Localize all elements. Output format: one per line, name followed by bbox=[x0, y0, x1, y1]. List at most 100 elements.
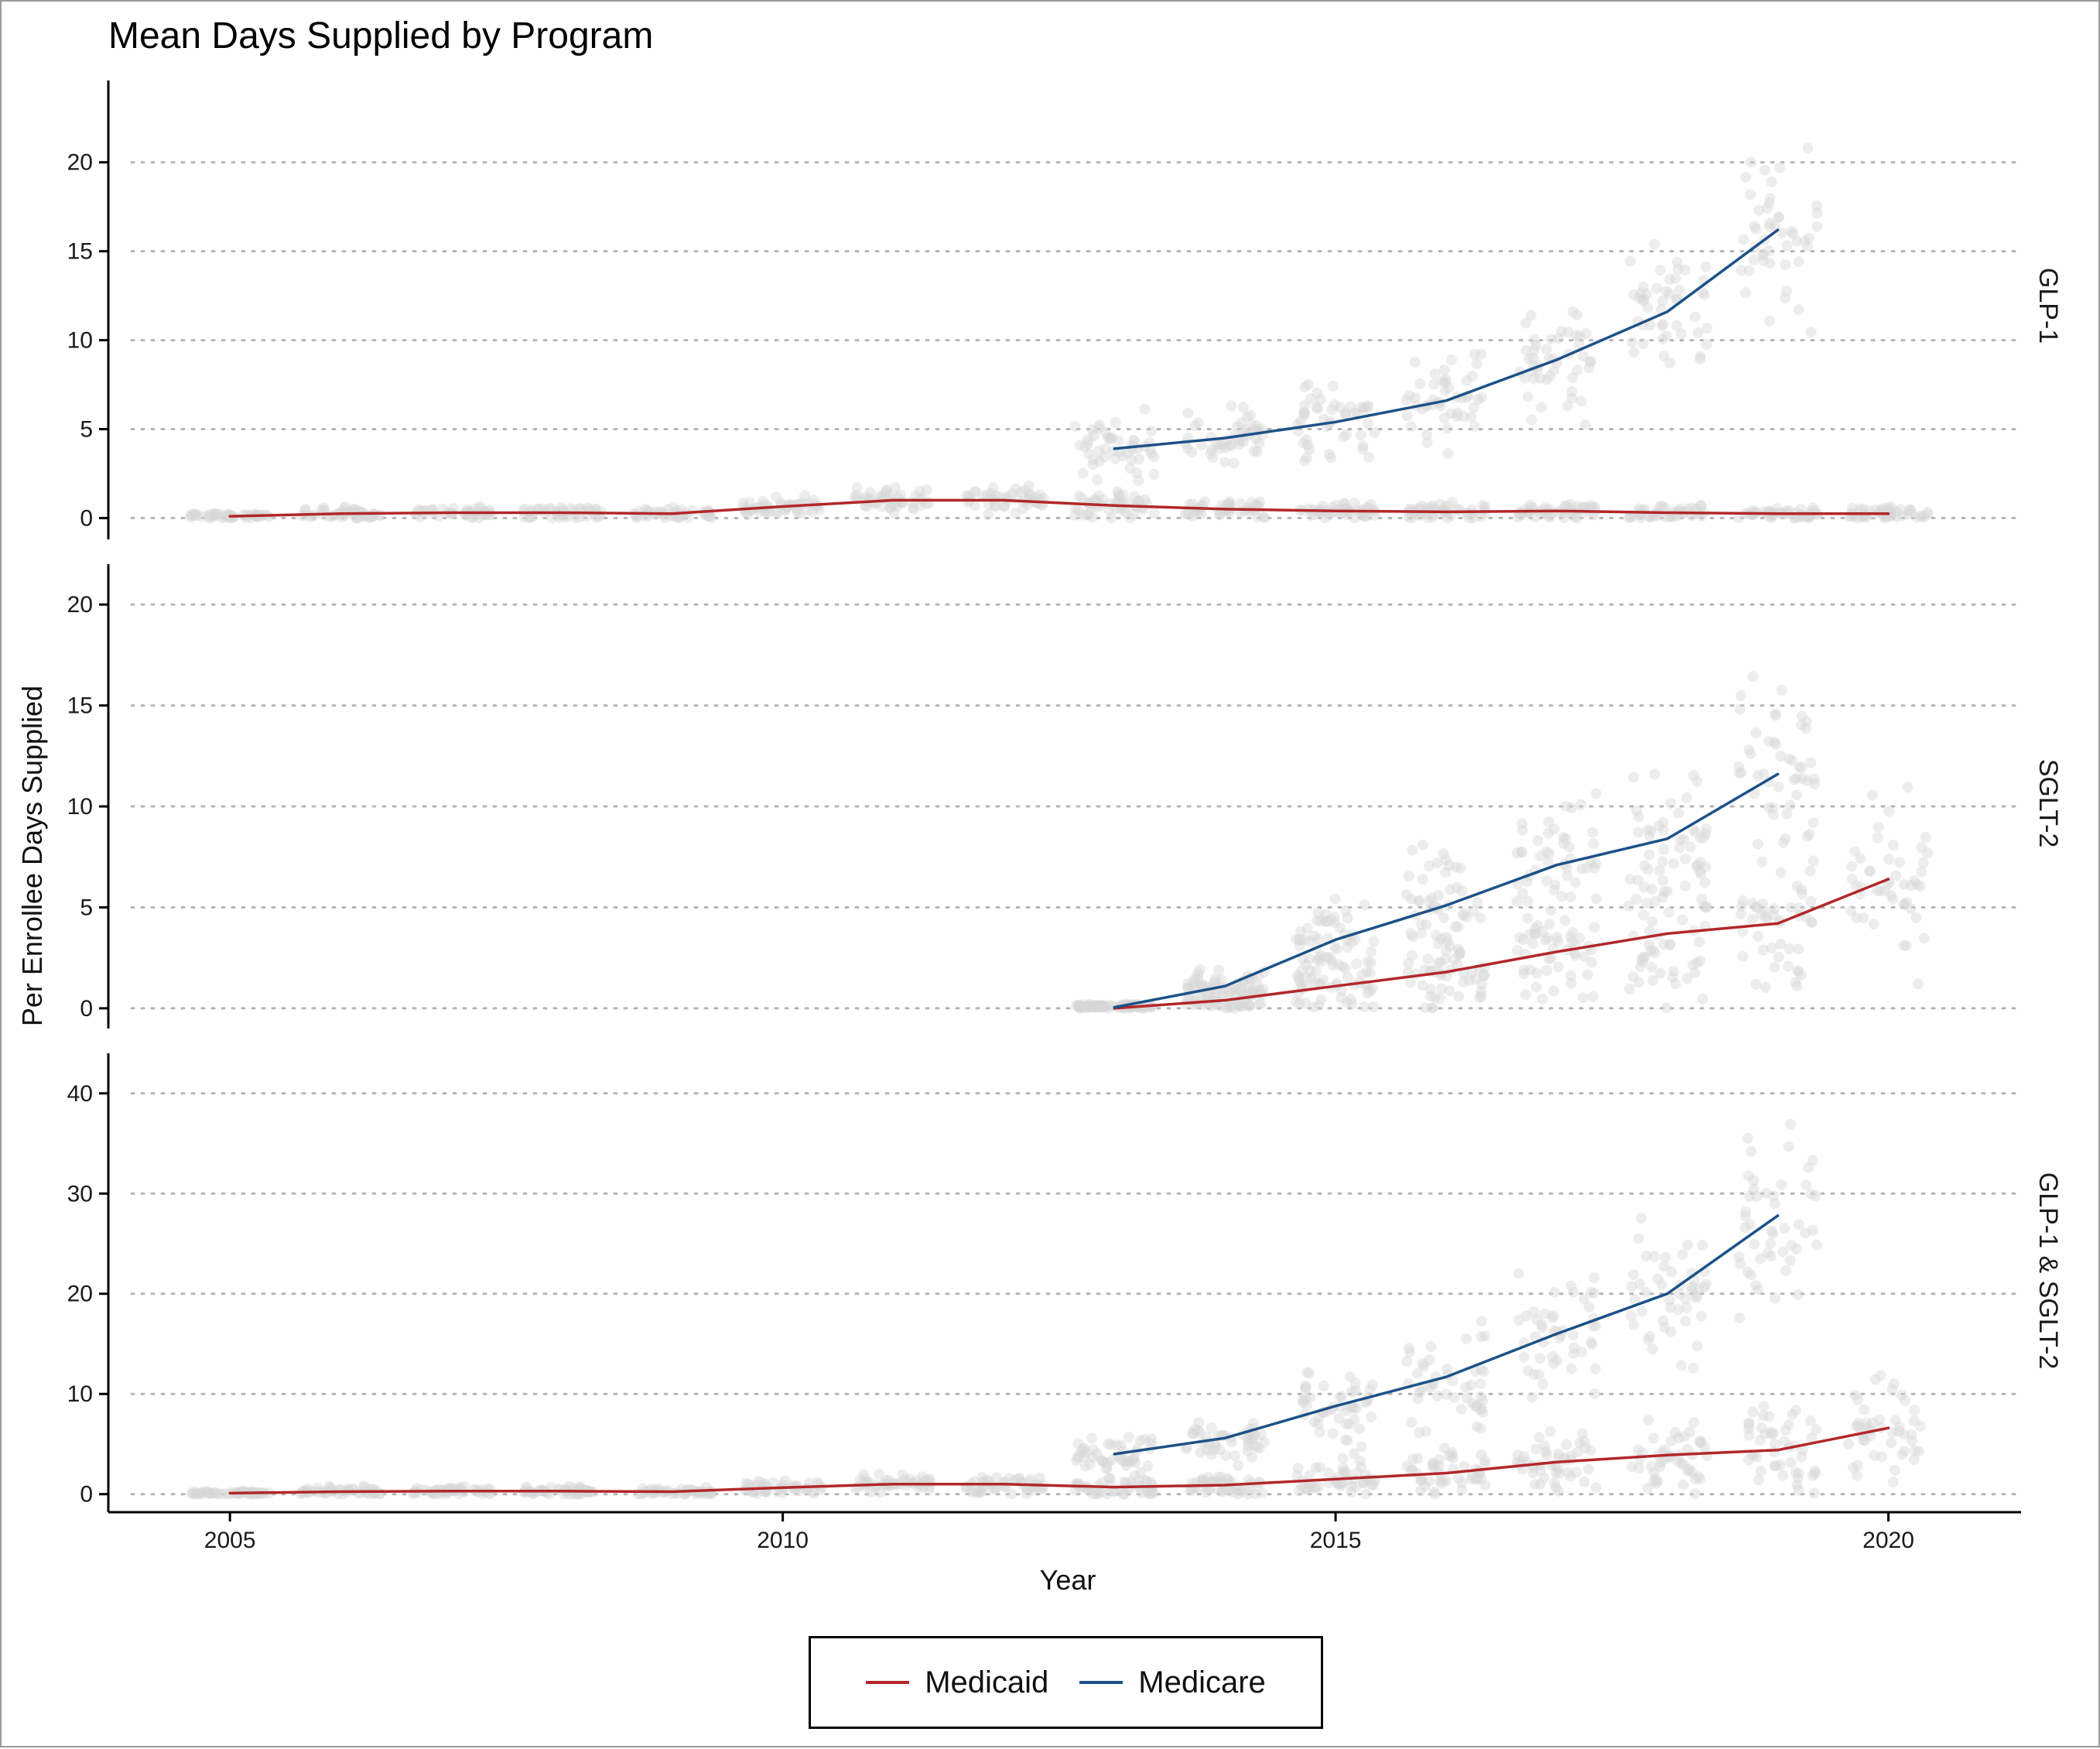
scatter-point bbox=[1411, 1367, 1423, 1379]
scatter-point bbox=[1635, 512, 1647, 524]
scatter-point bbox=[474, 501, 486, 512]
scatter-point bbox=[1561, 861, 1572, 873]
scatter-point bbox=[1087, 1444, 1099, 1456]
scatter-point bbox=[1763, 245, 1775, 257]
scatter-point bbox=[1701, 902, 1712, 913]
scatter-point bbox=[1880, 512, 1892, 524]
scatter-point bbox=[1657, 892, 1668, 903]
scatter-point bbox=[990, 1484, 1001, 1495]
scatter-point bbox=[1093, 422, 1104, 433]
scatter-point bbox=[1471, 358, 1483, 369]
scatter-point bbox=[1763, 735, 1774, 747]
scatter-point bbox=[1147, 1487, 1159, 1499]
scatter-point bbox=[1519, 372, 1531, 384]
scatter-point bbox=[1452, 921, 1464, 933]
scatter-point bbox=[299, 503, 311, 515]
scatter-point bbox=[1025, 1473, 1037, 1485]
scatter-point bbox=[1638, 293, 1650, 305]
scatter-point bbox=[192, 1487, 204, 1499]
scatter-point bbox=[1633, 811, 1644, 823]
scatter-point bbox=[1359, 402, 1370, 413]
scatter-point bbox=[1907, 1435, 1918, 1446]
scatter-point bbox=[1310, 966, 1322, 977]
scatter-point bbox=[1751, 1451, 1763, 1463]
scatter-point bbox=[1086, 424, 1098, 436]
scatter-point bbox=[1853, 1421, 1865, 1432]
scatter-point bbox=[1668, 857, 1680, 869]
scatter-point bbox=[1678, 833, 1690, 845]
scatter-point bbox=[1640, 951, 1651, 963]
scatter-point bbox=[686, 505, 698, 516]
scatter-point bbox=[860, 491, 871, 503]
scatter-point bbox=[1206, 1422, 1217, 1434]
scatter-point bbox=[1524, 928, 1536, 940]
scatter-point bbox=[1310, 1462, 1322, 1473]
scatter-point bbox=[1633, 977, 1644, 988]
scatter-point bbox=[1349, 1413, 1360, 1425]
scatter-point bbox=[1305, 973, 1317, 984]
scatter-point bbox=[1129, 1470, 1141, 1482]
scatter-point bbox=[1887, 840, 1899, 851]
scatter-point bbox=[1345, 994, 1356, 1005]
scatter-point bbox=[1909, 875, 1920, 887]
scatter-point bbox=[1455, 862, 1466, 874]
scatter-point bbox=[1899, 1446, 1910, 1457]
scatter-point bbox=[1859, 1435, 1870, 1446]
scatter-point bbox=[1248, 445, 1260, 457]
scatter-point bbox=[1901, 896, 1913, 908]
scatter-point bbox=[1201, 1444, 1212, 1456]
scatter-point bbox=[1300, 1393, 1312, 1405]
scatter-point bbox=[1096, 1456, 1108, 1467]
scatter-point bbox=[1780, 1425, 1791, 1436]
scatter-point bbox=[1643, 1331, 1655, 1343]
scatter-point bbox=[1698, 832, 1710, 844]
scatter-point bbox=[1852, 1418, 1864, 1429]
scatter-point bbox=[1365, 985, 1377, 997]
scatter-point bbox=[1553, 1448, 1565, 1460]
scatter-point bbox=[207, 509, 218, 521]
scatter-point bbox=[1575, 1347, 1587, 1358]
scatter-point bbox=[1657, 318, 1669, 330]
scatter-point bbox=[1257, 984, 1269, 995]
scatter-point bbox=[1410, 392, 1421, 404]
scatter-point bbox=[1652, 1273, 1664, 1285]
scatter-point bbox=[1691, 1290, 1702, 1302]
scatter-point bbox=[1766, 176, 1777, 187]
scatter-point bbox=[197, 1487, 208, 1499]
scatter-point bbox=[1451, 881, 1462, 893]
scatter-point bbox=[1918, 933, 1930, 944]
scatter-point bbox=[1811, 200, 1822, 211]
scatter-point bbox=[771, 491, 782, 503]
scatter-point bbox=[922, 1474, 933, 1486]
scatter-point bbox=[1091, 1448, 1103, 1460]
scatter-point bbox=[554, 1484, 566, 1495]
scatter-point bbox=[1903, 508, 1914, 520]
scatter-point bbox=[1544, 504, 1555, 515]
y-tick-label: 15 bbox=[67, 239, 93, 265]
scatter-point bbox=[1437, 375, 1448, 387]
scatter-point bbox=[1113, 435, 1124, 447]
scatter-point bbox=[1364, 1384, 1376, 1396]
scatter-point bbox=[1241, 411, 1253, 423]
scatter-point bbox=[1325, 452, 1337, 464]
scatter-point bbox=[1638, 881, 1650, 893]
scatter-point bbox=[1234, 435, 1246, 447]
scatter-point bbox=[1673, 807, 1684, 819]
scatter-point bbox=[1683, 1463, 1695, 1475]
scatter-point bbox=[1749, 788, 1760, 799]
scatter-point bbox=[431, 1487, 443, 1499]
scatter-point bbox=[1636, 1213, 1647, 1224]
scatter-point bbox=[1787, 228, 1799, 240]
scatter-point bbox=[1300, 1383, 1312, 1395]
scatter-point bbox=[1337, 1462, 1349, 1473]
scatter-point bbox=[973, 1487, 984, 1499]
scatter-point bbox=[1350, 1481, 1362, 1493]
scatter-point bbox=[1674, 833, 1686, 845]
scatter-point bbox=[1756, 898, 1768, 909]
scatter-point bbox=[1413, 895, 1425, 907]
scatter-point bbox=[1796, 884, 1808, 895]
scatter-point bbox=[1435, 498, 1446, 510]
scatter-point bbox=[1867, 1417, 1879, 1429]
scatter-point bbox=[1337, 960, 1349, 972]
scatter-point bbox=[1126, 1454, 1137, 1466]
